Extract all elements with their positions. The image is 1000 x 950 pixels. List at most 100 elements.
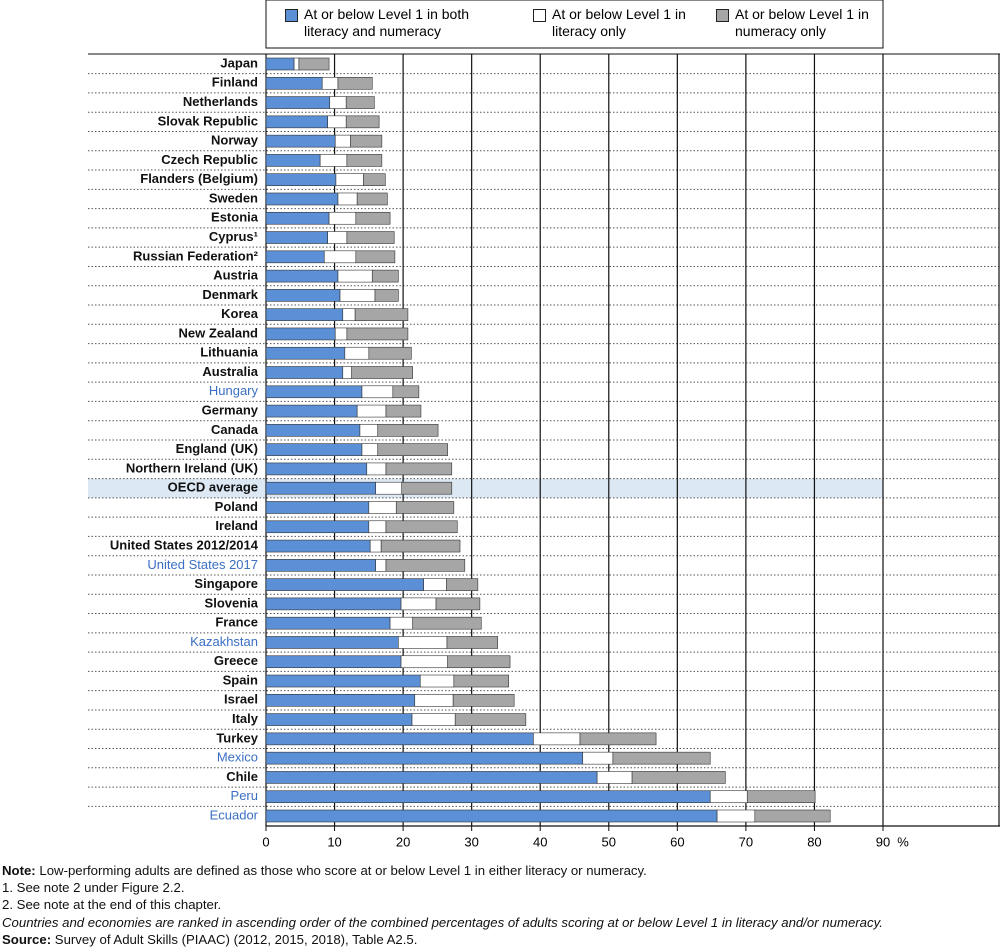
category-label: Czech Republic (161, 152, 258, 167)
bar-segment (446, 578, 479, 591)
bar-segment (411, 713, 456, 726)
bar-segment (454, 713, 527, 726)
bar-segment (361, 443, 379, 456)
bar-segment (447, 655, 511, 669)
bar-segment (389, 616, 414, 630)
bar-segment (265, 655, 402, 669)
bar-segment (265, 616, 391, 630)
category-label: Singapore (194, 576, 258, 591)
footnote: 1. See note 2 under Figure 2.2. (2, 880, 185, 896)
bar-segment (265, 346, 346, 360)
category-label: Estonia (211, 210, 259, 225)
bar-segment (328, 211, 357, 225)
bar-segment (265, 289, 341, 302)
bar-segment (533, 732, 581, 746)
bar-segment (265, 211, 330, 225)
x-tick-label: 60 (670, 834, 684, 849)
legend-label: At or below Level 1 in both literacy and… (304, 6, 469, 39)
category-label: Hungary (209, 383, 259, 398)
category-label: Kazakhstan (190, 634, 258, 649)
bar-segment (265, 578, 424, 591)
bar-segment (419, 674, 455, 688)
bar-segment (395, 501, 455, 514)
bar-segment (327, 231, 348, 244)
category-label: Finland (212, 75, 258, 90)
category-label: Russian Federation² (133, 248, 259, 263)
category-label: United States 2012/2014 (110, 537, 259, 552)
category-label: Japan (220, 55, 258, 70)
bar-segment (265, 154, 321, 167)
bar-segment (392, 385, 420, 399)
category-label: Korea (221, 306, 259, 321)
bar-segment (346, 327, 409, 341)
bar-segment (368, 520, 387, 534)
bar-segment (265, 192, 339, 206)
category-label: Cyprus¹ (209, 229, 258, 244)
bar-segment (265, 809, 718, 823)
bar-segment (351, 366, 414, 379)
bar-segment (596, 771, 633, 784)
category-label: Poland (215, 499, 258, 514)
bar-segment (265, 559, 376, 572)
bar-segment (265, 751, 584, 765)
bar-segment (366, 462, 387, 476)
bar-segment (298, 57, 330, 71)
bar-segment (374, 289, 399, 302)
category-label: Peru (231, 788, 258, 803)
ranking-note: Countries and economies are ranked in as… (2, 914, 883, 930)
bar-segment (334, 134, 351, 148)
category-label: Lithuania (200, 345, 259, 360)
category-label: Slovenia (205, 595, 259, 610)
bar-segment (385, 559, 466, 572)
bar-segment (265, 771, 598, 784)
source: Source: Survey of Adult Skills (PIAAC) (… (2, 931, 883, 948)
category-label: Germany (202, 403, 259, 418)
legend-frame (265, 0, 884, 49)
bar-segment (582, 751, 614, 765)
bar-segment (345, 115, 380, 129)
bar-segment (369, 539, 382, 553)
bar-segment (265, 597, 402, 611)
bar-segment (414, 694, 454, 707)
category-label: Denmark (202, 287, 258, 302)
bar-segment (375, 559, 387, 572)
bar-segment (709, 790, 748, 804)
category-label: Northern Ireland (UK) (126, 460, 258, 475)
bar-segment (361, 385, 394, 399)
category-label: Sweden (209, 190, 258, 205)
bar-segment (323, 250, 357, 264)
category-label: France (215, 615, 258, 630)
bar-segment (453, 674, 509, 688)
bar-segment (265, 732, 534, 746)
note-label: Note: (2, 863, 36, 878)
bar-segment (319, 154, 348, 167)
source-label: Source: (2, 931, 52, 947)
bar-segment (265, 674, 421, 688)
note-text: Low-performing adults are defined as tho… (39, 863, 647, 878)
bar-segment (265, 231, 329, 244)
x-tick-label: 70 (739, 834, 753, 849)
bar-segment (265, 308, 344, 321)
bar-segment (265, 501, 370, 514)
bar-segment (265, 269, 339, 283)
category-label: United States 2017 (147, 557, 258, 572)
legend-label: At or below Level 1 in numeracy only (735, 6, 869, 39)
bar-segment (375, 481, 403, 495)
bar-segment (265, 404, 358, 418)
bar-segment (344, 346, 370, 360)
category-label: Spain (223, 672, 258, 687)
bar-segment (293, 57, 300, 71)
bar-segment (265, 96, 331, 109)
bar-segment (265, 462, 368, 476)
category-label: Australia (202, 364, 258, 379)
bar-segment (356, 192, 388, 206)
bar-segment (265, 115, 329, 129)
legend-label: At or below Level 1 in literacy only (552, 6, 686, 39)
bar-segment (329, 96, 347, 109)
bar-segment (371, 269, 399, 283)
bar-segment (346, 231, 395, 244)
bar-segment (265, 713, 413, 726)
bar-segment (423, 578, 447, 591)
category-label: Ecuador (210, 807, 259, 822)
bar-segment (377, 424, 439, 437)
